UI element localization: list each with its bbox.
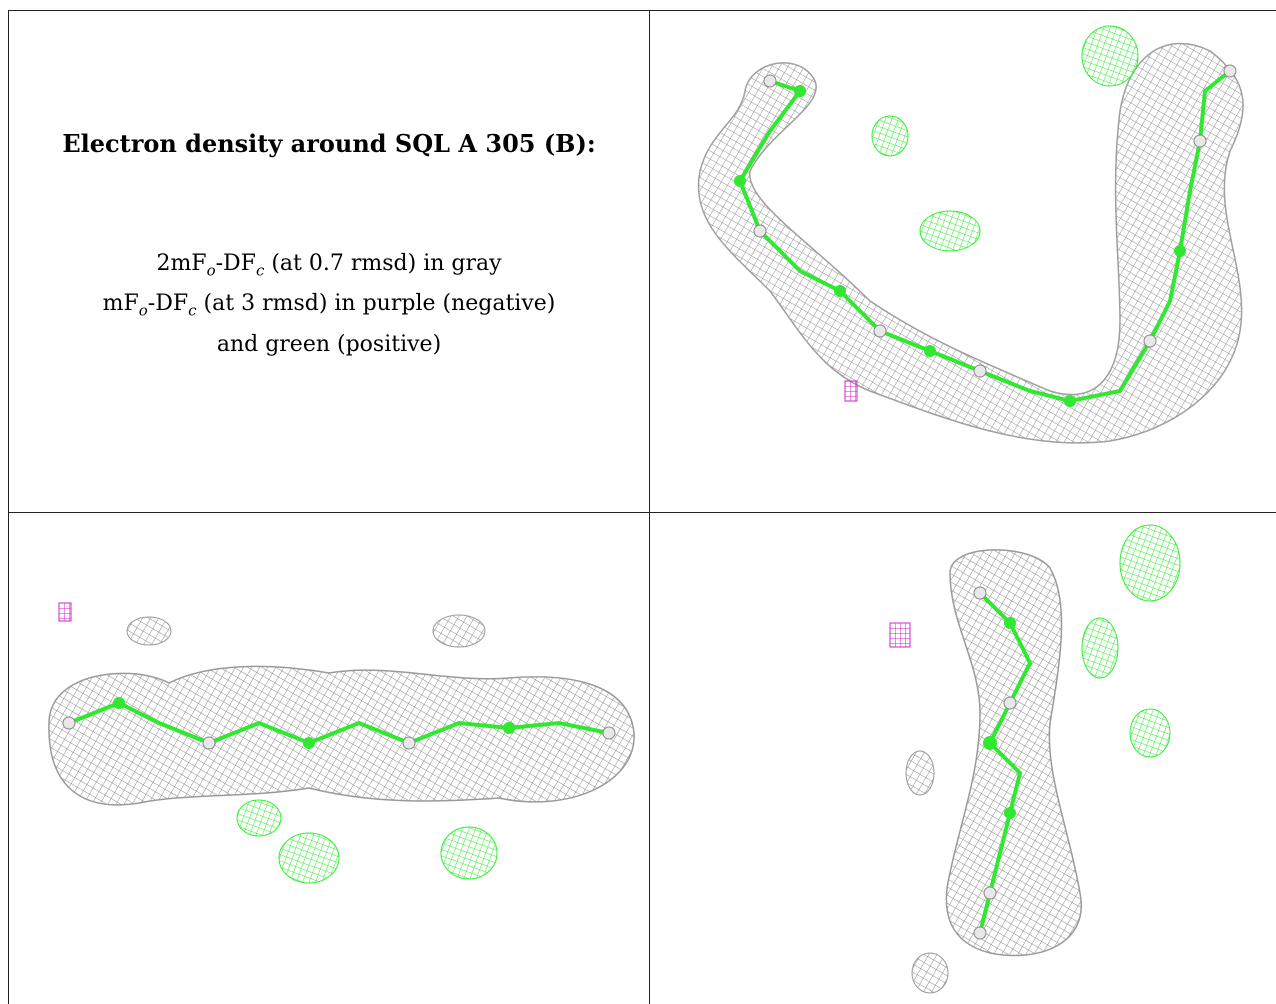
positive-density-blob (919, 210, 981, 252)
density-view-u-shape (649, 10, 1276, 513)
density-render-1 (697, 25, 1244, 444)
gray-density-fragment (905, 750, 935, 796)
gray-density-mesh (945, 549, 1083, 957)
legend-line-1: 2mFo-DFc (at 0.7 rmsd) in gray (156, 251, 502, 280)
gray-density-fragment (432, 614, 486, 648)
figure-title: Electron density around SQL A 305 (B): (62, 129, 596, 158)
density-view-horizontal (8, 512, 650, 1004)
density-render-2 (48, 602, 635, 884)
positive-density-blob (440, 826, 498, 880)
density-view-vertical (649, 512, 1276, 1004)
positive-density-blob (236, 799, 282, 837)
atoms-3 (973, 586, 1017, 940)
positive-density-blob (1119, 524, 1181, 602)
caption-cell: Electron density around SQL A 305 (B): 2… (8, 10, 650, 513)
ligand-backbone-1 (737, 69, 1232, 404)
ligand-backbone-3 (978, 591, 1033, 934)
gray-density-fragment (126, 616, 172, 646)
negative-density-blob (889, 622, 911, 648)
legend-line-3: and green (positive) (216, 331, 442, 357)
atoms-2 (62, 697, 616, 750)
figure-table: Electron density around SQL A 305 (B): 2… (8, 10, 1276, 1004)
positive-density-blob (278, 832, 340, 884)
gray-density-fragment (911, 952, 949, 994)
gray-density-mesh (697, 42, 1244, 444)
positive-density-blob (1081, 25, 1139, 87)
density-render-3 (889, 524, 1181, 994)
positive-density-blob (1081, 617, 1119, 679)
legend-text: 2mFo-DFc (at 0.7 rmsd) in gray mFo-DFc (… (9, 247, 649, 362)
ligand-backbone-2 (68, 700, 610, 746)
gray-density-mesh (48, 665, 635, 806)
negative-density-blob (844, 380, 858, 402)
positive-density-blob (1129, 708, 1171, 758)
legend-line-2: mFo-DFc (at 3 rmsd) in purple (negative) (102, 291, 556, 320)
negative-density-blob (58, 602, 72, 622)
atoms-1 (734, 64, 1237, 407)
positive-density-blob (871, 115, 909, 157)
